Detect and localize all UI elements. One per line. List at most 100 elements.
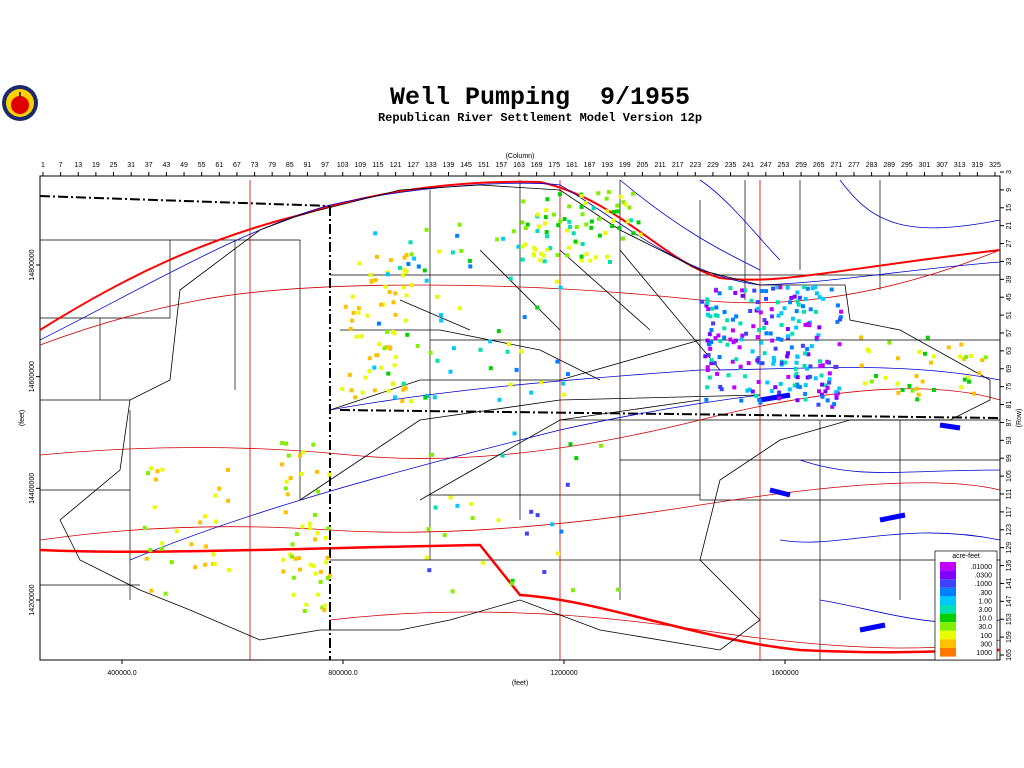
pumping-cell: [762, 318, 767, 323]
column-tick-label: 31: [127, 162, 135, 169]
pumping-cell: [744, 331, 749, 336]
pumping-cell: [790, 316, 795, 321]
pumping-cell: [438, 313, 443, 318]
pumping-cell: [567, 204, 572, 209]
pumping-cell: [755, 335, 760, 340]
pumping-cell: [739, 337, 744, 342]
pumping-cell: [357, 261, 362, 266]
column-tick-label: 229: [707, 162, 719, 169]
pumping-cell: [789, 345, 794, 350]
pumping-cell: [813, 309, 818, 314]
pumping-cell: [802, 285, 807, 289]
legend-label: 100: [980, 633, 992, 640]
pumping-cell: [910, 388, 915, 393]
pumping-cell: [433, 505, 438, 510]
row-tick-label: 111: [1006, 489, 1013, 500]
pumping-cell: [356, 306, 361, 311]
pumping-cell: [508, 382, 513, 387]
pumping-cell: [835, 303, 840, 308]
legend-label: .300: [978, 590, 992, 597]
pumping-cell: [718, 384, 723, 389]
pumping-cell: [769, 307, 774, 312]
pumping-cell: [193, 565, 198, 570]
pumping-cell: [374, 353, 379, 358]
pumping-cell: [386, 371, 391, 376]
pumping-cell: [839, 309, 844, 314]
pumping-cell: [756, 306, 761, 311]
pumping-cell: [304, 602, 309, 607]
pumping-cell: [631, 231, 636, 236]
pumping-cell: [748, 309, 753, 313]
pumping-cell: [800, 343, 805, 348]
pumping-cell: [704, 397, 709, 402]
pumping-cell: [756, 360, 761, 365]
pumping-cell: [883, 375, 888, 380]
column-tick-label: 97: [321, 162, 329, 169]
pumping-cell: [393, 355, 398, 360]
pumping-cell: [722, 335, 727, 340]
pumping-cell: [837, 386, 842, 391]
row-tick-label: 51: [1006, 311, 1013, 319]
column-tick-label: 115: [372, 162, 383, 169]
pumping-cell: [810, 286, 815, 291]
pumping-cell: [354, 334, 359, 339]
pumping-cell: [620, 236, 625, 241]
pumping-cell: [627, 205, 632, 210]
pumping-cell: [520, 220, 525, 225]
pumping-cell: [793, 366, 798, 371]
pumping-cell: [749, 298, 754, 303]
pumping-cell: [557, 192, 562, 197]
pumping-cell: [284, 479, 289, 484]
pumping-cell: [823, 389, 828, 394]
pumping-cell: [794, 371, 799, 376]
pumping-cell: [522, 315, 527, 320]
pumping-cell: [422, 268, 427, 273]
pumping-cell: [617, 226, 622, 230]
pumping-cell: [712, 361, 717, 366]
column-tick-label: 235: [725, 162, 737, 169]
pumping-cell: [401, 285, 406, 290]
column-tick-label: 19: [92, 162, 100, 169]
column-tick-label: 241: [742, 162, 754, 169]
pumping-cell: [700, 299, 705, 304]
pumping-cell: [757, 397, 762, 402]
pumping-cell: [281, 557, 286, 562]
pumping-cell: [795, 375, 800, 380]
pumping-cell: [605, 209, 610, 214]
pumping-cell: [567, 219, 572, 224]
pumping-cell: [327, 472, 332, 477]
x-feet-tick-label: 1200000: [550, 670, 577, 677]
column-tick-label: 91: [304, 162, 312, 169]
pumping-cell: [322, 603, 327, 608]
pumping-cell: [794, 325, 799, 330]
column-tick-label: 223: [689, 162, 701, 169]
pumping-cell: [714, 305, 719, 310]
pumping-cell: [409, 399, 413, 404]
pumping-cell: [198, 520, 203, 525]
pumping-cell: [403, 318, 408, 323]
column-axis-label: (Column): [506, 153, 535, 160]
pumping-cell: [283, 486, 288, 491]
row-tick-label: 147: [1006, 595, 1013, 607]
pumping-cell: [759, 289, 764, 293]
column-tick-label: 1: [41, 162, 45, 169]
pumping-cell: [786, 351, 790, 356]
pumping-cell: [809, 344, 814, 349]
pumping-cell: [838, 317, 842, 322]
pumping-cell: [719, 387, 724, 392]
pumping-cell: [288, 476, 293, 480]
pumping-cell: [374, 254, 379, 259]
row-tick-label: 63: [1006, 347, 1013, 355]
pumping-cell: [611, 209, 616, 214]
legend-label: 300: [980, 641, 992, 648]
pumping-cell: [426, 527, 431, 532]
pumping-cell: [579, 254, 584, 259]
pumping-cell: [818, 359, 822, 364]
pumping-cell: [820, 394, 825, 399]
pumping-cell: [401, 381, 406, 386]
pumping-cell: [555, 359, 560, 364]
pumping-cell: [794, 309, 799, 314]
column-tick-label: 109: [354, 162, 366, 169]
pumping-cell: [966, 375, 971, 380]
legend-swatch: [940, 613, 956, 623]
